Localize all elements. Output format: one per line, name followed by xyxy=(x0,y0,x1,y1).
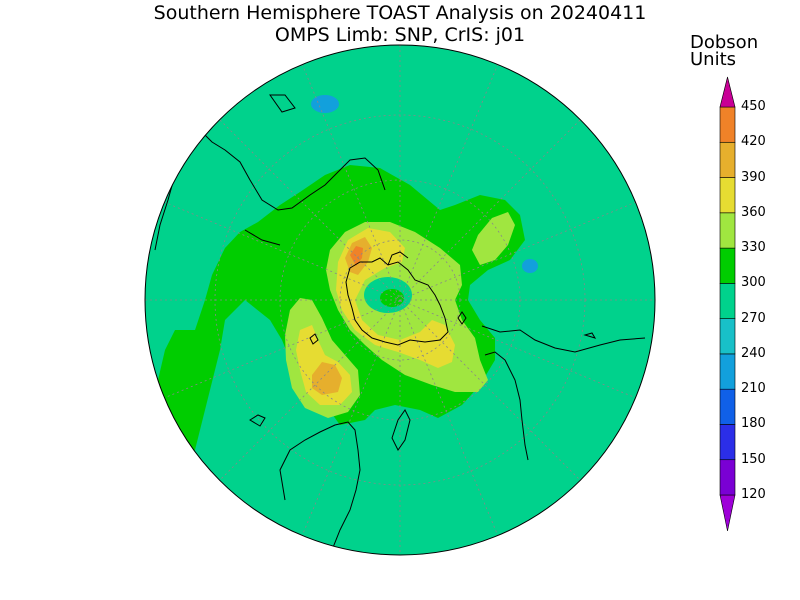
ozone-band-300-330-ross xyxy=(472,212,515,265)
colorbar-segment-420-450 xyxy=(719,106,736,143)
island-1 xyxy=(249,414,266,427)
colorbar-tick-270: 270 xyxy=(741,310,766,326)
island-5 xyxy=(269,94,296,113)
madagascar-coast xyxy=(391,409,411,451)
colorbar-segment-150-180 xyxy=(719,424,736,461)
ozone-band-360-390-africa xyxy=(312,362,342,395)
africa-coast xyxy=(279,421,361,555)
island-3 xyxy=(457,311,467,325)
colorbar-segment-390-420 xyxy=(719,141,736,178)
colorbar-segment-330-360 xyxy=(719,212,736,249)
ozone-low-patch-indian-ocean xyxy=(522,259,538,273)
island-4 xyxy=(583,332,597,339)
ozone-field xyxy=(145,45,655,555)
ozone-pole-patch-inner xyxy=(380,289,404,307)
colorbar xyxy=(719,76,736,532)
colorbar-segment-360-390 xyxy=(719,177,736,214)
australia-coast xyxy=(481,325,646,461)
colorbar-tick-450: 450 xyxy=(741,99,766,114)
colorbar-tick-360: 360 xyxy=(741,204,766,220)
colorbar-segment-300-330 xyxy=(719,247,736,284)
title-line-2: OMPS Limb: SNP, CrIS: j01 xyxy=(274,24,526,46)
island-2 xyxy=(309,333,319,345)
colorbar-tick-330: 330 xyxy=(741,240,766,256)
colorbar-units: Dobson Units xyxy=(690,32,759,70)
colorbar-segment-210-240 xyxy=(719,353,736,390)
title-line-1: Southern Hemisphere TOAST Analysis on 20… xyxy=(153,2,647,24)
ozone-band-390-420-core xyxy=(350,246,363,266)
colorbar-segment-270-300 xyxy=(719,283,736,319)
colorbar-segment-120-150 xyxy=(719,459,736,496)
colorbar-overflow-triangle xyxy=(719,76,736,108)
map-title: Southern Hemisphere TOAST Analysis on 20… xyxy=(60,2,740,46)
ozone-band-270-300 xyxy=(150,165,525,470)
colorbar-segment-180-210 xyxy=(719,388,736,425)
colorbar-tick-420: 420 xyxy=(741,134,766,150)
colorbar-tick-390: 390 xyxy=(741,169,766,185)
colorbar-tick-300: 300 xyxy=(741,275,766,291)
colorbar-underflow-triangle xyxy=(719,494,736,532)
colorbar-segment-240-270 xyxy=(719,318,736,355)
colorbar-tick-210: 210 xyxy=(741,381,766,397)
colorbar-tick-150: 150 xyxy=(741,451,766,467)
antarctic-peninsula xyxy=(387,251,409,266)
colorbar-tick-180: 180 xyxy=(741,416,766,432)
ozone-low-patch-south-america xyxy=(311,95,339,113)
colorbar-tick-120: 120 xyxy=(741,487,766,502)
longitude-grid xyxy=(145,45,655,555)
map-disc-border xyxy=(144,44,656,556)
colorbar-units-line2: Units xyxy=(690,49,737,70)
colorbar-tick-240: 240 xyxy=(741,345,766,361)
colorbar-units-line1: Dobson xyxy=(690,32,759,53)
